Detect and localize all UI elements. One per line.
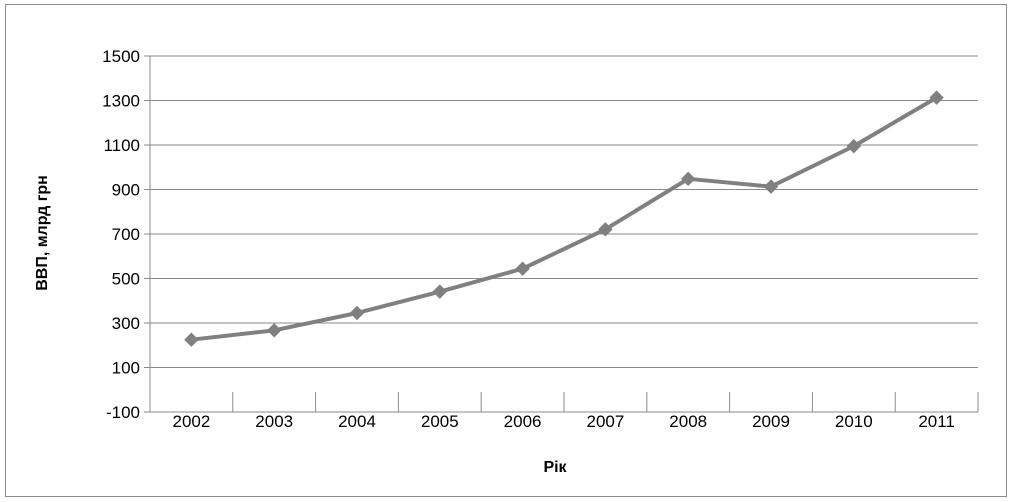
x-tick-label-2005: 2005: [421, 412, 459, 431]
axes: [144, 55, 979, 413]
x-tick-label-2006: 2006: [504, 412, 542, 431]
data-point-2010: [846, 138, 862, 154]
x-tick-label-2010: 2010: [835, 412, 873, 431]
data-point-2003: [266, 323, 282, 338]
y-tick-labels: -100 100 300 500 700 900 1100 1300 1500: [102, 47, 140, 422]
chart-frame: [5, 4, 1007, 497]
y-tick-label: 900: [112, 181, 140, 200]
x-tick-label-2002: 2002: [172, 412, 210, 431]
y-tick-label: 100: [112, 359, 140, 378]
x-axis-title: Рік: [543, 459, 567, 476]
data-point-2002: [184, 332, 199, 347]
y-tick-label: 1500: [102, 47, 140, 66]
data-point-2004: [349, 305, 365, 321]
data-point-2005: [432, 284, 448, 299]
y-tick-label: 1300: [102, 92, 140, 111]
data-point-2007: [598, 222, 613, 237]
x-tick-labels: 2002 2003 2004 2005 2006 2007 2008 2009 2010 2011: [172, 412, 954, 431]
data-point-2011: [929, 90, 944, 105]
y-tick-label: -100: [106, 403, 140, 422]
data-point-2009: [763, 179, 779, 194]
series: [184, 90, 944, 347]
y-tick-label: 300: [112, 314, 140, 333]
series-line: [191, 95, 938, 342]
x-tick-label-2004: 2004: [338, 412, 376, 431]
x-tick-label-2003: 2003: [255, 412, 293, 431]
gridlines: [150, 55, 978, 368]
x-tick-label-2009: 2009: [752, 412, 790, 431]
y-axis-title: ВВП, млрд грн: [34, 175, 51, 291]
y-tick-label: 700: [112, 225, 140, 244]
y-tick-label: 1100: [103, 136, 140, 155]
x-tick-label-2011: 2011: [918, 412, 955, 431]
data-point-2008: [680, 171, 696, 187]
x-tick-label-2007: 2007: [586, 412, 624, 431]
y-tick-label: 500: [112, 270, 140, 289]
data-point-2006: [515, 261, 530, 276]
x-tick-label-2008: 2008: [669, 412, 707, 431]
